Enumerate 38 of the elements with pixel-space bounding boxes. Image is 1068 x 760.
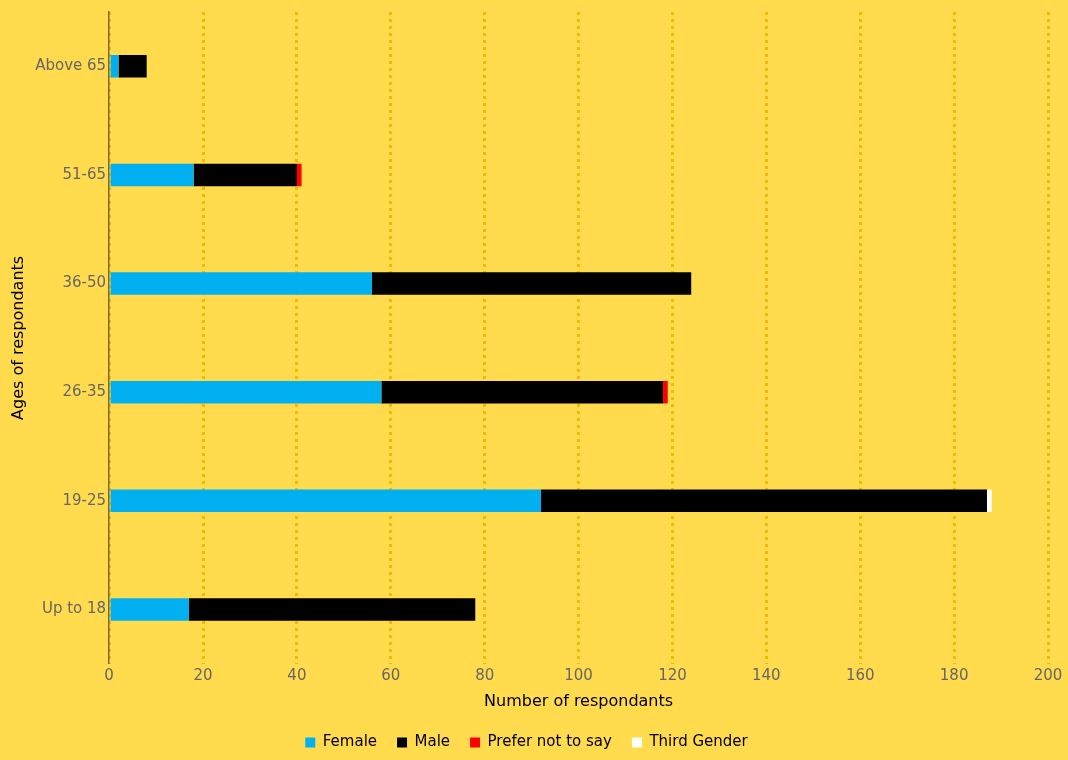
y-tick-label: Above 65 xyxy=(35,56,107,75)
bar xyxy=(110,55,119,78)
x-tick-label: 100 xyxy=(564,665,593,684)
legend-label: Third Gender xyxy=(648,732,749,751)
y-tick-label: 36-50 xyxy=(62,273,107,292)
bar xyxy=(193,163,297,187)
y-tick-label: Up to 18 xyxy=(41,599,107,618)
x-tick-label: 20 xyxy=(193,665,213,684)
bar xyxy=(110,272,373,295)
x-axis-title: Number of respondants xyxy=(484,690,674,710)
x-tick-label: 160 xyxy=(845,665,875,684)
x-tick-label: 140 xyxy=(752,665,781,684)
bar xyxy=(541,489,987,513)
bar xyxy=(663,380,668,404)
legend-label: Male xyxy=(414,732,451,751)
bar xyxy=(110,598,189,621)
x-tick-label: 120 xyxy=(658,665,687,684)
bar xyxy=(110,163,194,187)
bar xyxy=(188,598,476,621)
y-axis-title: Ages of respondants xyxy=(7,255,27,420)
y-tick-label: 19-25 xyxy=(62,490,107,509)
y-tick-label: 26-35 xyxy=(62,382,107,401)
x-tick-label: 60 xyxy=(381,665,401,684)
legend-label: Prefer not to say xyxy=(487,732,613,751)
legend-label: Female xyxy=(322,732,378,751)
bar xyxy=(296,163,302,187)
bar xyxy=(110,380,382,404)
x-tick-label: 200 xyxy=(1033,665,1063,684)
bar xyxy=(372,272,692,295)
bar xyxy=(118,55,147,78)
y-tick-label: 51-65 xyxy=(62,164,107,183)
bar xyxy=(986,489,992,513)
x-tick-label: 0 xyxy=(104,665,114,684)
bar xyxy=(110,489,542,513)
x-tick-label: 80 xyxy=(475,665,495,684)
bar xyxy=(381,380,664,404)
x-tick-label: 180 xyxy=(939,665,969,684)
x-tick-label: 40 xyxy=(287,665,307,684)
